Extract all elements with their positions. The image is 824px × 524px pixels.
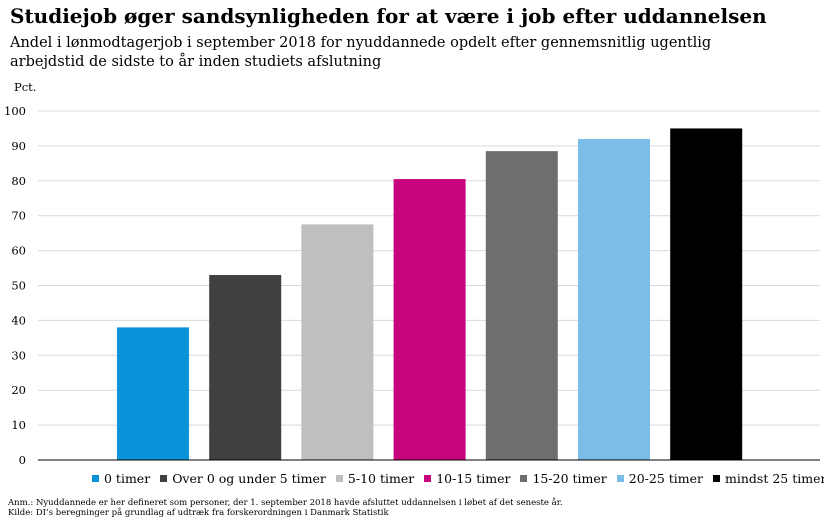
legend-item: mindst 25 timer (713, 471, 824, 486)
y-tick-label: 90 (11, 139, 26, 153)
legend-label: 0 timer (104, 471, 151, 486)
legend-label: 5-10 timer (347, 471, 415, 486)
legend-label: 15-20 timer (532, 471, 607, 486)
y-tick-label: 80 (11, 174, 26, 188)
legend-item: Over 0 og under 5 timer (160, 471, 326, 486)
bar-2 (209, 275, 282, 460)
y-tick-label: 60 (11, 244, 26, 258)
legend-swatch (92, 475, 99, 482)
legend-label: 20-25 timer (628, 471, 704, 486)
legend-item: 0 timer (92, 471, 150, 486)
legend-label: Over 0 og under 5 timer (172, 471, 326, 486)
legend-label: mindst 25 timer (725, 471, 824, 486)
note-kilde: Kilde: DI’s beregninger på grundlag af u… (8, 508, 389, 518)
y-tick-label: 0 (19, 453, 26, 467)
y-axis-label: Pct. (14, 80, 36, 94)
bar-6 (578, 138, 650, 461)
legend-item: 5-10 timer (335, 471, 415, 486)
bar-5 (485, 151, 558, 460)
legend-swatch (424, 475, 432, 482)
y-tick-label: 20 (11, 383, 26, 397)
bar-3 (301, 224, 374, 460)
y-tick-label: 30 (11, 348, 26, 362)
footnote: Anm.: Nyuddannede er her defineret som p… (8, 498, 818, 518)
note-anm: Anm.: Nyuddannede er her defineret som p… (8, 498, 563, 508)
legend-item: 15-20 timer (520, 471, 607, 486)
chart-subtitle: Andel i lønmodtagerjob i september 2018 … (10, 35, 712, 70)
bar-4 (393, 179, 466, 460)
bar-1 (117, 327, 189, 460)
legend-swatch (335, 475, 343, 482)
legend-item: 20-25 timer (616, 471, 704, 486)
y-tick-label: 50 (11, 279, 26, 293)
y-tick-label: 70 (11, 209, 26, 223)
legend-swatch (160, 475, 168, 482)
legend-swatch (520, 475, 528, 482)
chart-title: Studiejob øger sandsynligheden for at væ… (10, 4, 767, 28)
legend-swatch (616, 475, 624, 482)
y-tick-label: 10 (11, 418, 26, 432)
y-tick-label: 100 (4, 104, 26, 118)
legend-label: 10-15 timer (436, 471, 511, 486)
legend: 0 timer Over 0 og under 5 timer 5-10 timer… (92, 471, 824, 486)
bar-chart: Pct. 0 10 20 30 40 50 60 70 80 90 100 (4, 80, 820, 467)
bar-7 (670, 128, 743, 460)
y-tick-label: 40 (11, 313, 26, 327)
legend-item: 10-15 timer (424, 471, 510, 486)
legend-swatch (713, 475, 721, 482)
